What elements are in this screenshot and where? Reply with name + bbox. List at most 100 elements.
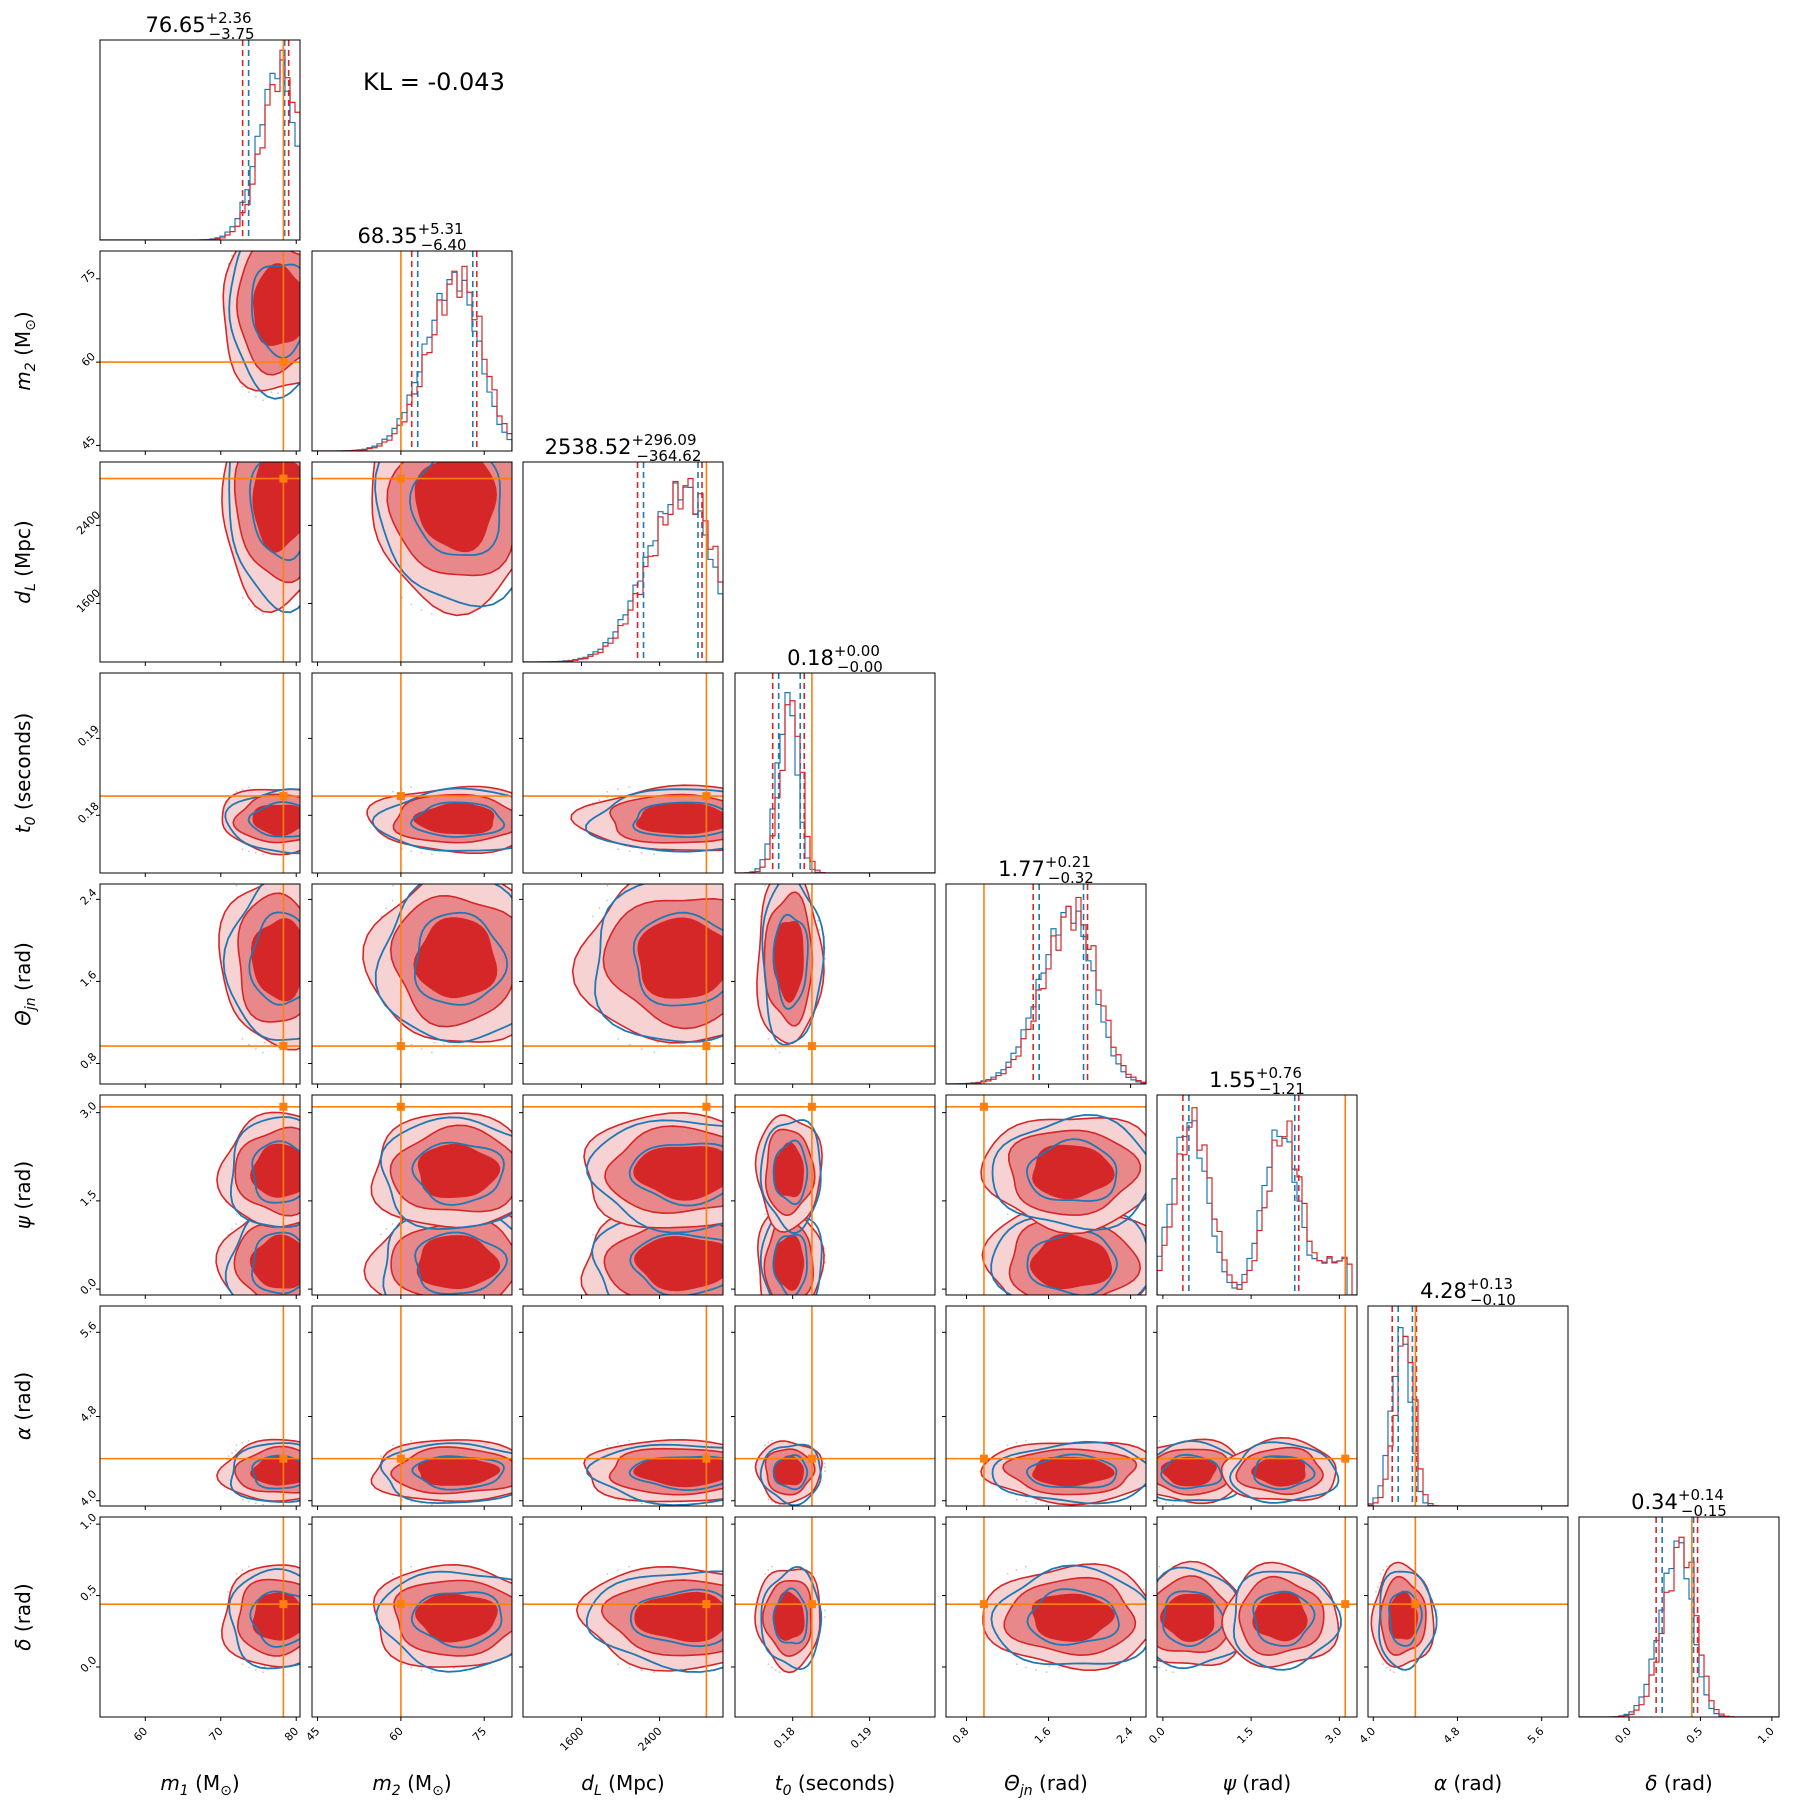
- x-tick-label-alpha: 5.6: [1525, 1725, 1547, 1747]
- scatter-point: [778, 1671, 781, 1674]
- scatter-point: [537, 807, 539, 809]
- scatter-point: [302, 901, 304, 903]
- scatter-point: [345, 1470, 347, 1472]
- truth-marker: [1341, 1454, 1350, 1463]
- scatter-point: [1385, 1565, 1388, 1568]
- panel-psi-vs-m1: 0.0 1.5 3.0: [78, 1094, 333, 1321]
- panel-content: [1579, 1517, 1779, 1717]
- scatter-point: [732, 1647, 734, 1649]
- scatter-point: [322, 1234, 324, 1236]
- scatter-point: [732, 1296, 734, 1298]
- panel-frame: [99, 1516, 301, 1718]
- scatter-point: [273, 459, 275, 461]
- scatter-point: [781, 807, 783, 809]
- scatter-point: [453, 1667, 455, 1669]
- panel-delta-vs-alpha: 4.0 4.8 5.6: [1357, 1516, 1569, 1747]
- scatter-point: [235, 1449, 238, 1452]
- panel-content: [1157, 1517, 1357, 1717]
- scatter-point: [747, 798, 749, 800]
- title-plus-theta: +0.21: [1045, 853, 1091, 871]
- scatter-point: [726, 818, 728, 820]
- x-axis-label-delta: δ (rad): [1645, 1771, 1712, 1795]
- scatter-point: [315, 1584, 317, 1586]
- scatter-point: [254, 852, 257, 854]
- scatter-point: [774, 1669, 777, 1672]
- scatter-point: [331, 804, 333, 806]
- scatter-point: [302, 362, 304, 364]
- scatter-point: [319, 442, 321, 444]
- scatter-point: [617, 1442, 619, 1444]
- scatter-point: [787, 1319, 789, 1321]
- scatter-point: [305, 827, 307, 829]
- scatter-point: [301, 823, 303, 825]
- scatter-point: [303, 958, 305, 960]
- title-minus-delta: −0.15: [1681, 1502, 1727, 1520]
- scatter-point: [303, 1472, 305, 1474]
- scatter-point: [1165, 1502, 1168, 1505]
- scatter-point: [1048, 1317, 1050, 1319]
- scatter-point: [725, 962, 727, 964]
- scatter-point: [1098, 1301, 1100, 1303]
- y-axis-label-m2-symbol: m: [11, 371, 35, 390]
- scatter-point: [732, 906, 734, 908]
- scatter-point: [598, 907, 601, 909]
- x-axis-label-psi-unit: (rad): [1242, 1771, 1291, 1795]
- scatter-point: [1147, 1444, 1149, 1446]
- scatter-point: [241, 1663, 244, 1666]
- contour-blue-inner: [410, 1591, 503, 1649]
- scatter-point: [345, 1616, 347, 1618]
- panel-frame: [522, 1305, 724, 1507]
- scatter-point: [331, 1236, 333, 1238]
- scatter-point: [1143, 1588, 1145, 1591]
- scatter-point: [235, 1444, 238, 1447]
- scatter-point: [308, 1272, 310, 1274]
- panel-content: [312, 1095, 512, 1324]
- scatter-point: [254, 1669, 257, 1672]
- scatter-point: [533, 804, 535, 806]
- scatter-point: [732, 826, 734, 828]
- scatter-point: [254, 1502, 257, 1505]
- scatter-point: [392, 1444, 394, 1447]
- x-axis-label-m1-unit-end: ): [232, 1771, 240, 1795]
- panel-delta-vs-m1: 60 70 80 0.0 0.5 1.0: [78, 1511, 347, 1744]
- scatter-point: [319, 1588, 321, 1590]
- scatter-point: [277, 1319, 279, 1321]
- contour-blue-outer: [991, 1440, 1146, 1505]
- scatter-point: [628, 786, 631, 788]
- scatter-point: [242, 404, 244, 406]
- x-tick-label-theta: 2.4: [1114, 1725, 1136, 1747]
- scatter-point: [653, 1051, 656, 1054]
- y-tick-label-alpha: 5.6: [78, 1319, 100, 1341]
- y-tick-label-m2: 45: [79, 433, 98, 452]
- panel-theta-vs-t0: [731, 883, 936, 1088]
- contour-blue-inner: [409, 801, 506, 838]
- panel-frame: [734, 1305, 936, 1507]
- scatter-point: [391, 899, 394, 902]
- scatter-point: [421, 1322, 423, 1324]
- scatter-point: [307, 1628, 309, 1630]
- scatter-point: [462, 1312, 464, 1314]
- scatter-point: [771, 1666, 773, 1669]
- panel-alpha-vs-m1: 4.0 4.8 5.6: [78, 1305, 347, 1510]
- scatter-point: [410, 1565, 412, 1568]
- panel-frame: [1156, 1516, 1358, 1718]
- panel-alpha-vs-psi: [1147, 1305, 1358, 1510]
- x-tick-label-psi: 0.0: [1146, 1725, 1168, 1747]
- scatter-point: [528, 1454, 530, 1456]
- x-axis-label-t0: t0 (seconds): [775, 1771, 895, 1799]
- x-axis-label-dL-symbol: d: [581, 1771, 594, 1795]
- panel-m2-vs-m2: 68.35+5.31 −6.40: [311, 220, 513, 455]
- scatter-point: [308, 519, 310, 521]
- scatter-point: [540, 811, 542, 813]
- scatter-point: [778, 1051, 781, 1054]
- scatter-point: [392, 790, 394, 793]
- scatter-point: [725, 1621, 727, 1623]
- x-tick-label-delta: 1.0: [1755, 1725, 1777, 1747]
- scatter-point: [270, 1043, 273, 1046]
- scatter-point: [322, 1592, 324, 1594]
- scatter-point: [1058, 1318, 1060, 1320]
- x-tick-label-m2: 75: [470, 1725, 489, 1744]
- scatter-point: [345, 500, 347, 502]
- scatter-point: [528, 1589, 530, 1591]
